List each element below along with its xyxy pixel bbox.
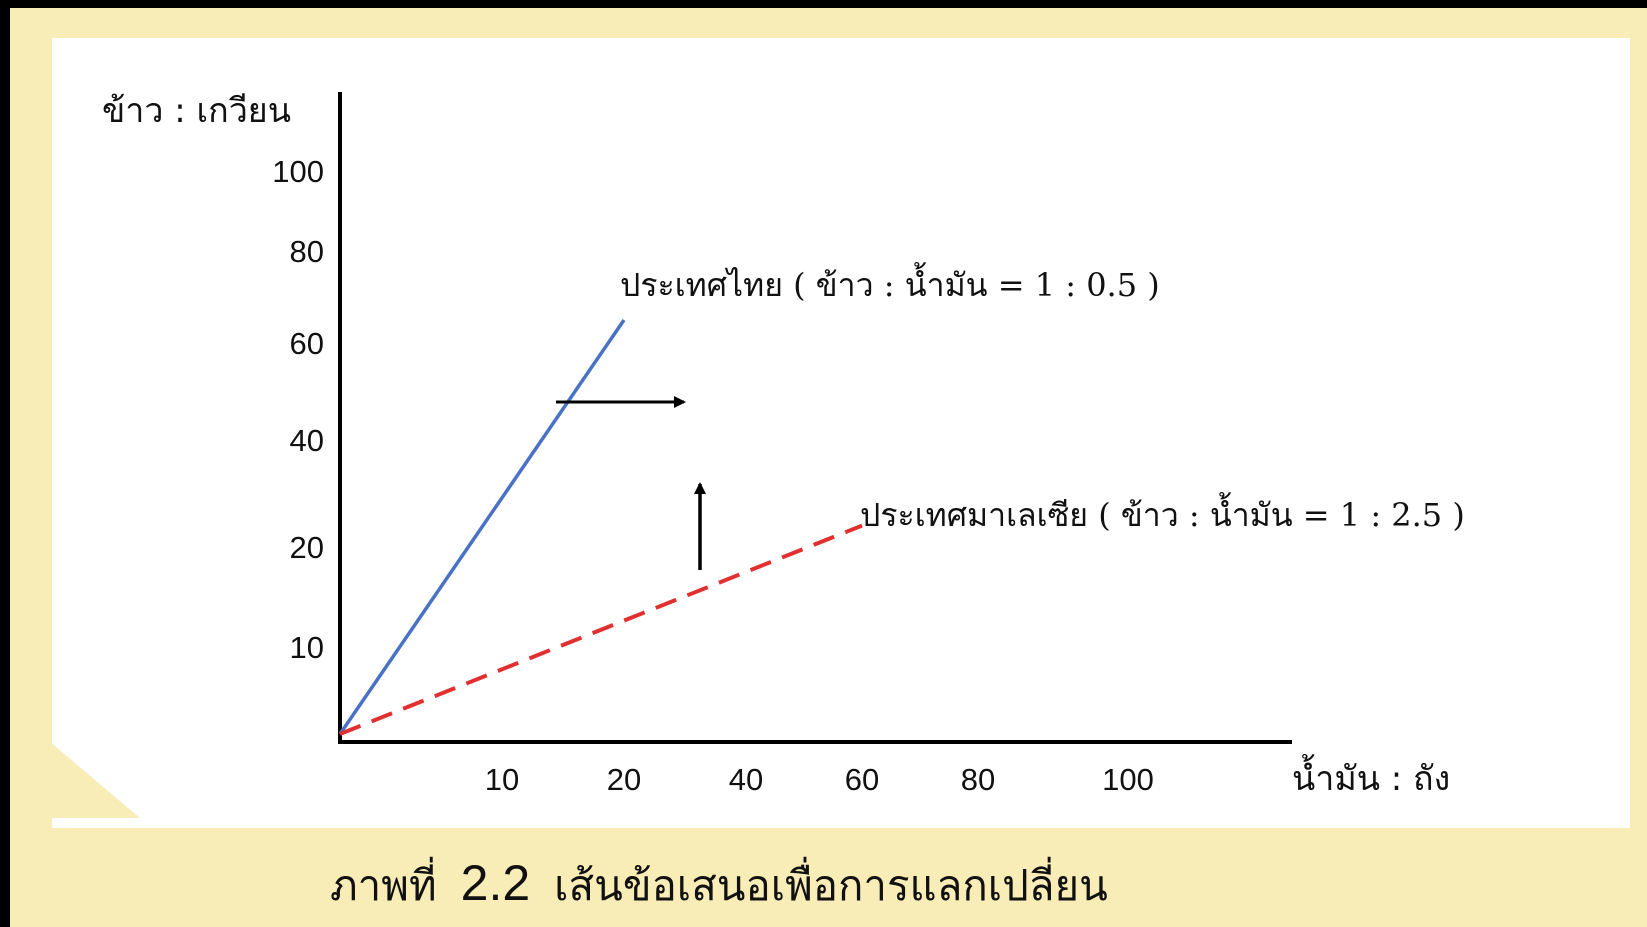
x-tick-label: 100 [1102, 762, 1154, 797]
y-tick-label: 20 [290, 530, 324, 565]
corner-wedge [10, 708, 140, 818]
figure-caption: ภาพที่ 2.2 เส้นข้อเสนอเพื่อการแลกเปลี่ยน [330, 855, 1108, 911]
series-thailand-label: ประเทศไทย ( ข้าว : น้ำมัน = 1 : 0.5 ) [620, 262, 1160, 304]
caption-band [130, 828, 1647, 927]
caption-text: เส้นข้อเสนอเพื่อการแลกเปลี่ยน [554, 861, 1108, 910]
series-thailand-line [338, 319, 626, 735]
y-tick-label: 40 [290, 423, 324, 458]
y-axis-title: ข้าว : เกวียน [102, 91, 291, 131]
x-tick-labels: 10 20 40 60 80 100 [485, 762, 1154, 797]
x-tick-label: 80 [961, 762, 995, 797]
y-tick-label: 60 [290, 326, 324, 361]
y-tick-label: 10 [290, 630, 324, 665]
caption-number: 2.2 [460, 855, 531, 911]
y-tick-label: 80 [290, 234, 324, 269]
series-malaysia-label: ประเทศมาเลเซีย ( ข้าว : น้ำมัน = 1 : 2.5… [860, 492, 1465, 534]
x-tick-label: 40 [729, 762, 763, 797]
chart-panel [52, 38, 1630, 828]
y-tick-labels: 10 20 40 60 80 100 [272, 154, 324, 665]
caption-prefix: ภาพที่ [330, 861, 437, 910]
x-tick-label: 20 [607, 762, 641, 797]
x-tick-label: 10 [485, 762, 519, 797]
y-tick-label: 100 [272, 154, 324, 189]
x-tick-label: 60 [845, 762, 879, 797]
series-malaysia-line [339, 523, 863, 736]
x-axis-title: น้ำมัน : ถัง [1292, 754, 1450, 799]
